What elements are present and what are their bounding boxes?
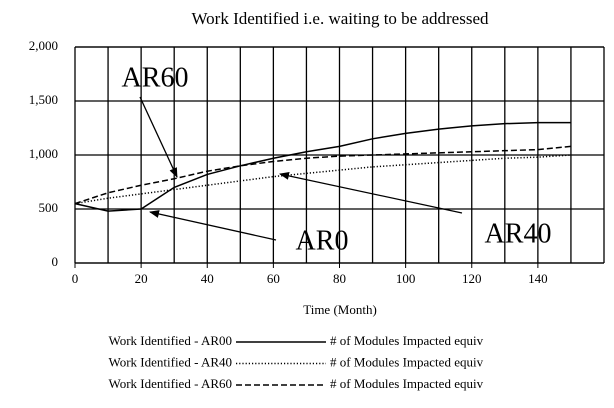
x-tick-label: 40 bbox=[201, 271, 214, 286]
x-tick-label: 60 bbox=[267, 271, 280, 286]
annotation: AR40 bbox=[485, 218, 552, 249]
legend-label: Work Identified - AR60 bbox=[108, 376, 232, 391]
arrow bbox=[279, 171, 463, 214]
x-tick-label: 80 bbox=[333, 271, 346, 286]
line-series bbox=[74, 121, 571, 212]
annotation: AR60 bbox=[122, 62, 189, 93]
y-tick-label: 500 bbox=[39, 200, 59, 215]
arrow bbox=[139, 96, 178, 178]
y-tick-label: 0 bbox=[52, 254, 59, 269]
x-tick-label: 120 bbox=[462, 271, 482, 286]
legend: Work Identified - AR00 # of Modules Impac… bbox=[108, 333, 483, 391]
y-tick-label: 2,000 bbox=[29, 38, 58, 53]
legend-note: # of Modules Impacted equiv bbox=[330, 333, 484, 348]
legend-label: Work Identified - AR40 bbox=[108, 354, 232, 369]
x-axis-label: Time (Month) bbox=[303, 302, 377, 317]
arrow bbox=[149, 210, 277, 241]
y-tick-label: 1,500 bbox=[29, 92, 58, 107]
x-tick-label: 100 bbox=[396, 271, 416, 286]
legend-label: Work Identified - AR00 bbox=[108, 333, 232, 348]
line-series bbox=[74, 145, 572, 205]
x-tick-label: 0 bbox=[72, 271, 79, 286]
y-tick-label: 1,000 bbox=[29, 146, 58, 161]
annotation: AR0 bbox=[296, 225, 349, 256]
x-tick-label: 140 bbox=[528, 271, 548, 286]
x-tick-label: 20 bbox=[135, 271, 148, 286]
chart-title: Work Identified i.e. waiting to be addre… bbox=[192, 9, 489, 28]
legend-note: # of Modules Impacted equiv bbox=[330, 354, 484, 369]
plot-area: 0 500 1,000 1,500 2,000 0 20 40 60 80 100 120 140 bbox=[29, 38, 605, 286]
line-series bbox=[74, 154, 571, 205]
legend-note: # of Modules Impacted equiv bbox=[330, 376, 484, 391]
